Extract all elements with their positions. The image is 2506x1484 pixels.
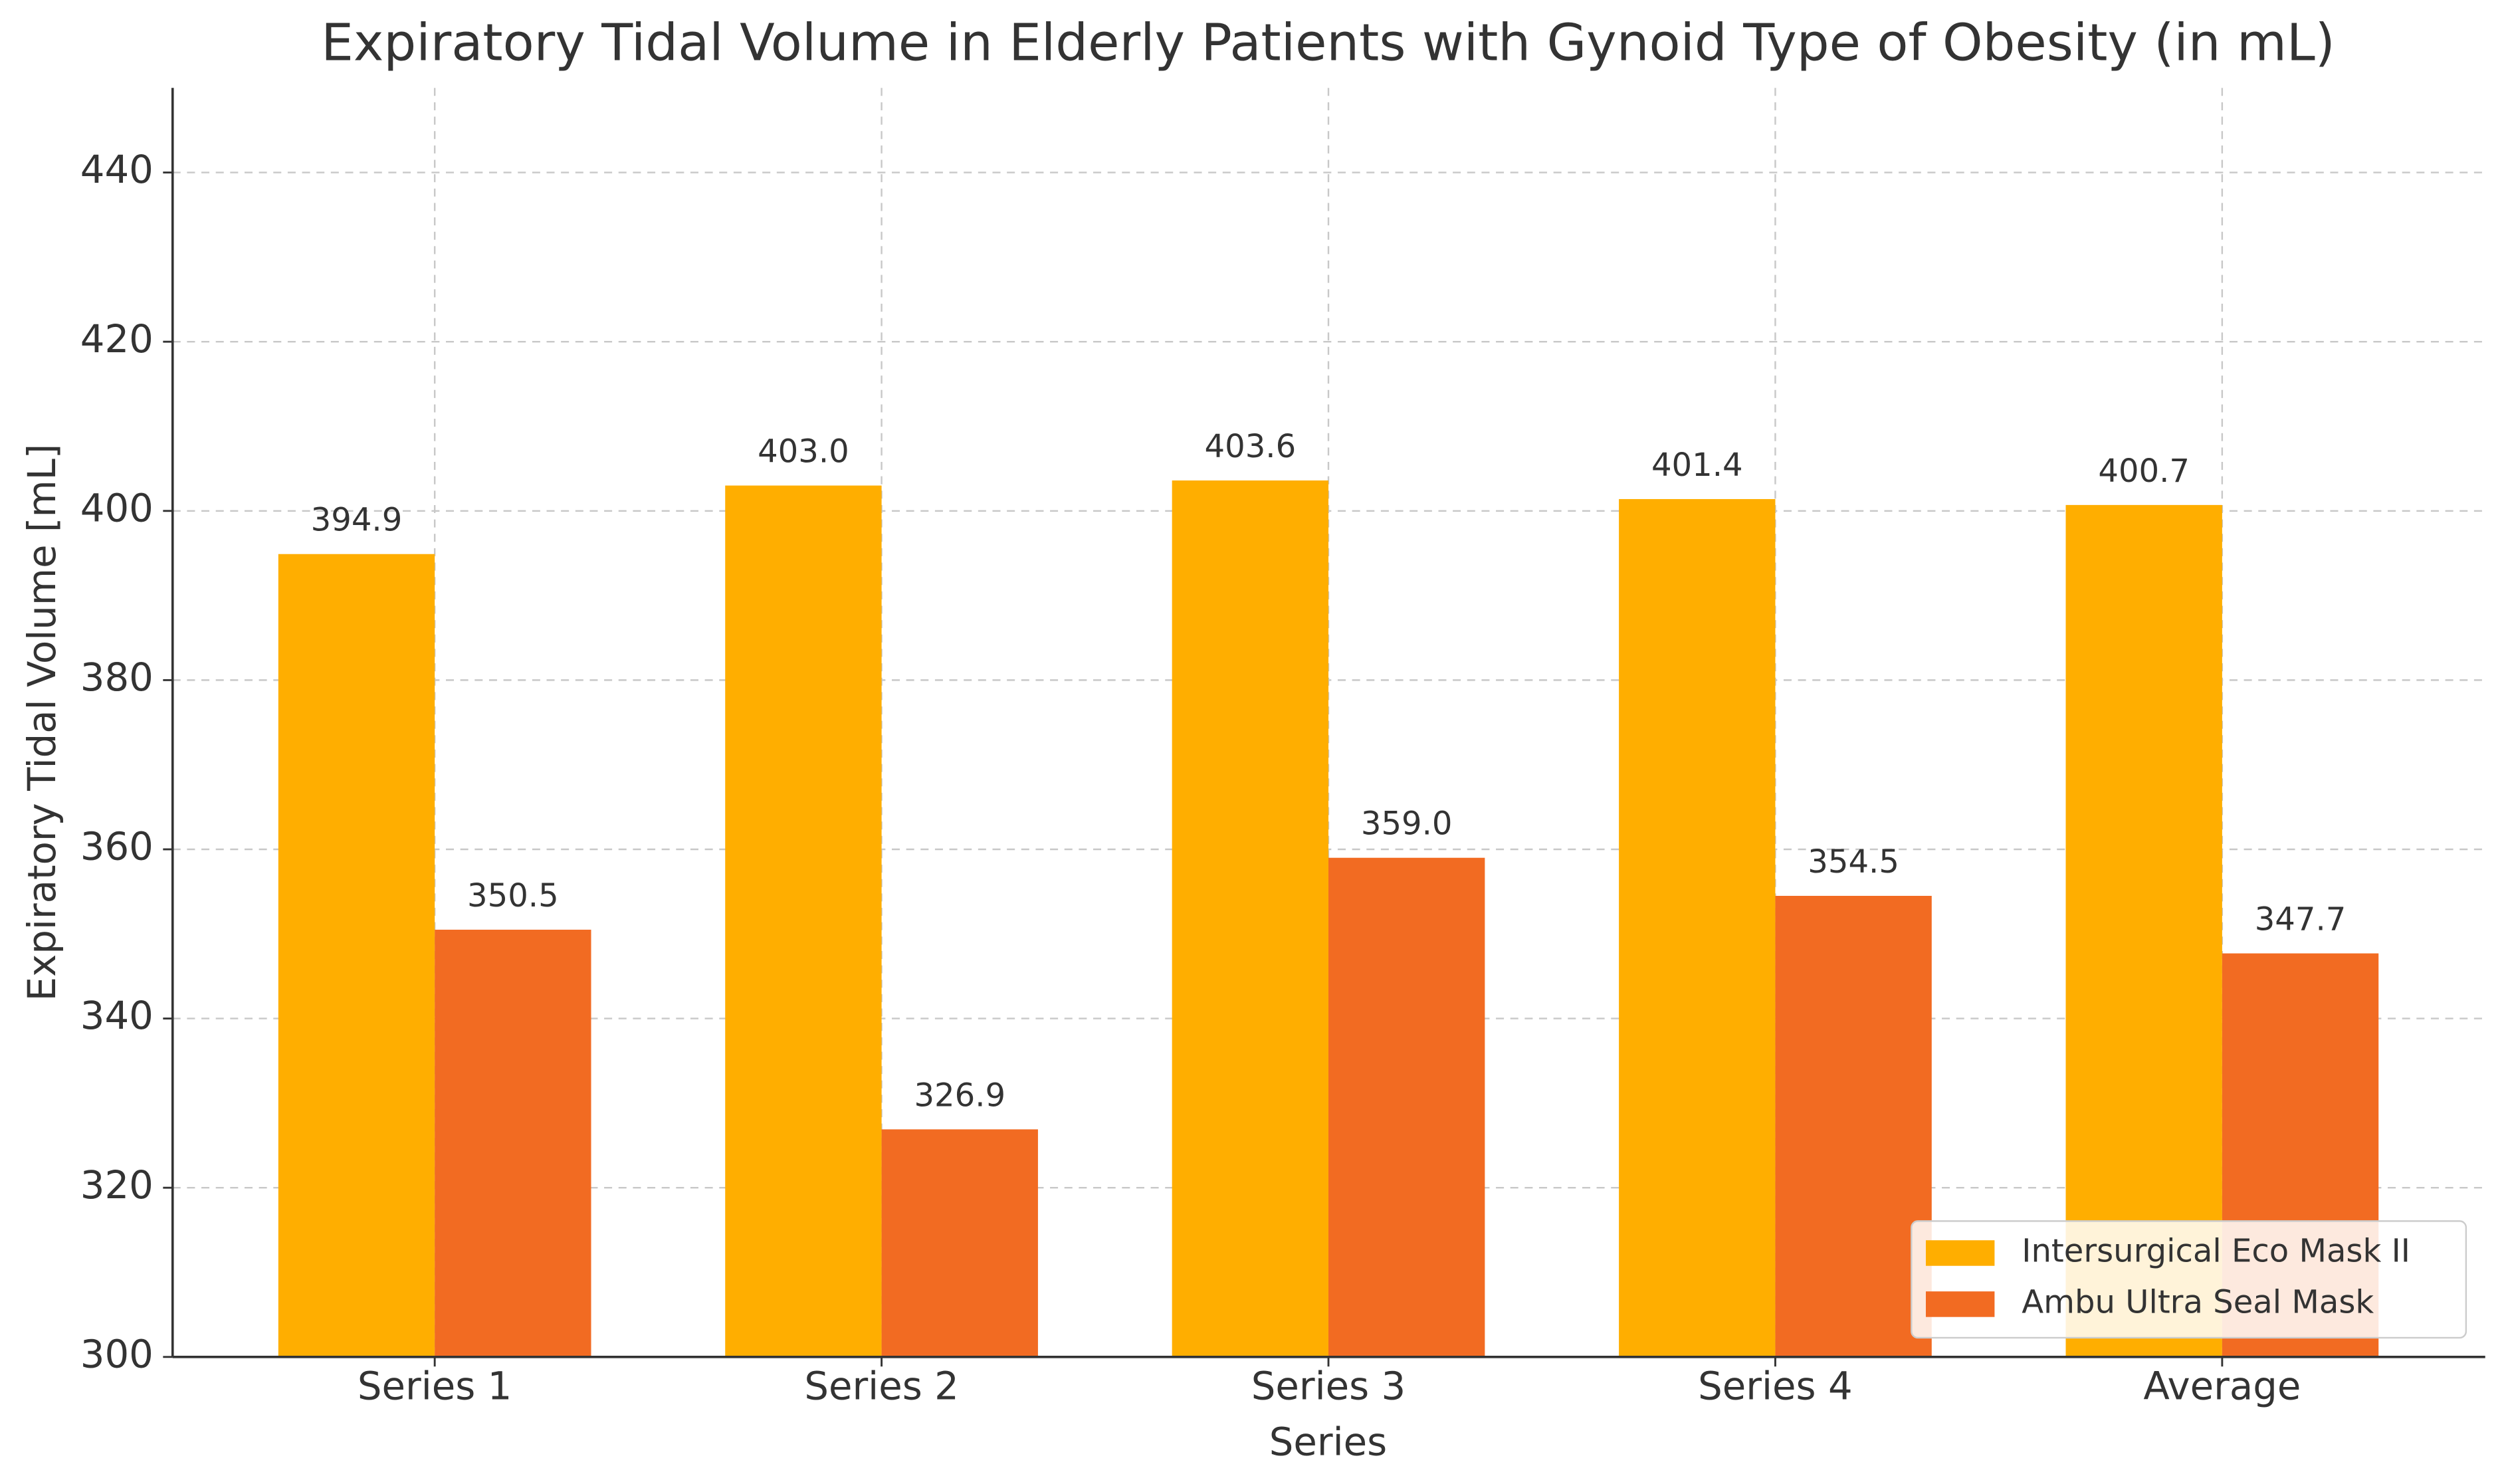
value-label: 359.0 (1361, 805, 1453, 843)
y-tick-label: 380 (80, 655, 154, 700)
bar (881, 1129, 1038, 1357)
value-label: 401.4 (1651, 447, 1743, 484)
x-tick-label: Series 2 (804, 1364, 959, 1409)
value-label: 403.0 (758, 433, 849, 470)
bar (725, 485, 882, 1357)
bar (278, 554, 435, 1357)
y-tick-label: 400 (80, 485, 154, 530)
legend-label: Ambu Ultra Seal Mask (2022, 1283, 2374, 1321)
legend-box (1911, 1220, 2467, 1339)
y-tick-label: 340 (80, 993, 154, 1038)
x-axis-label: Series (1269, 1420, 1387, 1465)
x-tick-label: Series 1 (358, 1364, 512, 1409)
y-tick-label: 300 (80, 1331, 154, 1376)
y-tick-label: 440 (80, 147, 154, 192)
legend-swatch (1925, 1291, 1995, 1317)
y-axis-label: Expiratory Tidal Volume [mL] (19, 444, 64, 1002)
value-label: 347.7 (2255, 901, 2347, 938)
legend-label: Intersurgical Eco Mask II (2022, 1232, 2410, 1269)
y-tick-label: 320 (80, 1162, 154, 1208)
x-tick-label: Series 4 (1698, 1364, 1853, 1409)
value-label: 403.6 (1205, 428, 1297, 465)
x-tick-label: Average (2143, 1364, 2301, 1409)
value-label: 354.5 (1808, 843, 1899, 881)
bar (2065, 504, 2222, 1357)
bar (1172, 480, 1329, 1357)
legend-swatch (1925, 1240, 1995, 1266)
bar (435, 929, 591, 1357)
value-label: 394.9 (311, 502, 403, 539)
value-label: 326.9 (914, 1077, 1005, 1114)
y-tick-label: 420 (80, 316, 154, 362)
x-tick-label: Series 3 (1251, 1364, 1406, 1409)
value-label: 400.7 (2098, 453, 2190, 490)
bar (1775, 896, 1932, 1357)
value-label: 350.5 (467, 877, 559, 914)
chart-title: Expiratory Tidal Volume in Elderly Patie… (321, 14, 2335, 73)
bar (1619, 498, 1776, 1357)
y-tick-label: 360 (80, 824, 154, 869)
bar (1328, 857, 1485, 1357)
